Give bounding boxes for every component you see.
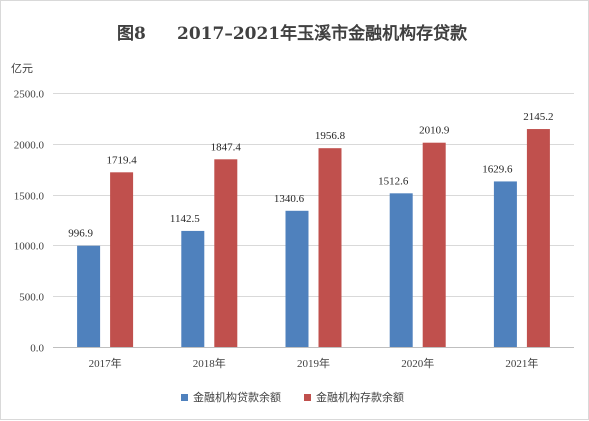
chart-title: 2017–2021年玉溪市金融机构存贷款	[177, 23, 468, 44]
bar-loan-4	[493, 181, 517, 347]
data-label: 1847.4	[211, 141, 242, 153]
grid-layer	[53, 93, 574, 348]
bar-loan-0	[77, 245, 101, 347]
y-tick-label: 1000.0	[14, 241, 45, 253]
data-label: 1340.6	[274, 193, 305, 205]
bar-loan-3	[389, 193, 413, 347]
legend-label: 金融机构贷款余额	[193, 390, 281, 404]
data-label: 2010.9	[419, 125, 450, 137]
data-label: 2145.2	[523, 111, 553, 123]
data-label: 1142.5	[170, 213, 200, 225]
data-label: 996.9	[68, 228, 93, 240]
bar-deposit-1	[214, 159, 238, 347]
legend: 金融机构贷款余额 金融机构存款余额	[181, 390, 404, 404]
y-tick-label: 0.0	[30, 343, 44, 355]
chart-title-label: 图8	[117, 24, 146, 44]
data-label: 1512.6	[378, 175, 409, 187]
category-label: 2018年	[193, 356, 226, 370]
category-label: 2017年	[89, 356, 122, 370]
bar-loan-2	[285, 210, 309, 347]
legend-swatch	[181, 394, 188, 401]
data-labels: 996.9 1719.4 1142.5 1847.4 1340.6 1956.8 1512.…	[68, 111, 553, 240]
bar-deposit-0	[110, 172, 134, 347]
category-labels: 2017年 2018年 2019年 2020年 2021年	[89, 356, 539, 370]
y-tick-label: 2500.0	[14, 89, 45, 101]
y-axis-unit: 亿元	[11, 62, 33, 75]
bar-layer	[77, 129, 550, 347]
y-tick-label: 500.0	[19, 292, 44, 304]
bar-deposit-4	[526, 129, 550, 347]
bar-deposit-2	[318, 148, 342, 347]
y-tick-labels: 0.0 500.0 1000.0 1500.0 2000.0 2500.0	[14, 89, 45, 355]
data-label: 1719.4	[106, 154, 137, 166]
y-tick-label: 1500.0	[14, 191, 45, 203]
data-label: 1956.8	[315, 130, 346, 142]
category-label: 2019年	[297, 356, 330, 370]
legend-label: 金融机构存款余额	[316, 390, 404, 404]
bar-loan-1	[181, 230, 205, 347]
y-tick-label: 2000.0	[14, 140, 45, 152]
category-label: 2021年	[505, 356, 538, 370]
category-label: 2020年	[401, 356, 434, 370]
legend-swatch	[304, 394, 311, 401]
bar-deposit-3	[422, 142, 446, 347]
data-label: 1629.6	[482, 163, 513, 175]
